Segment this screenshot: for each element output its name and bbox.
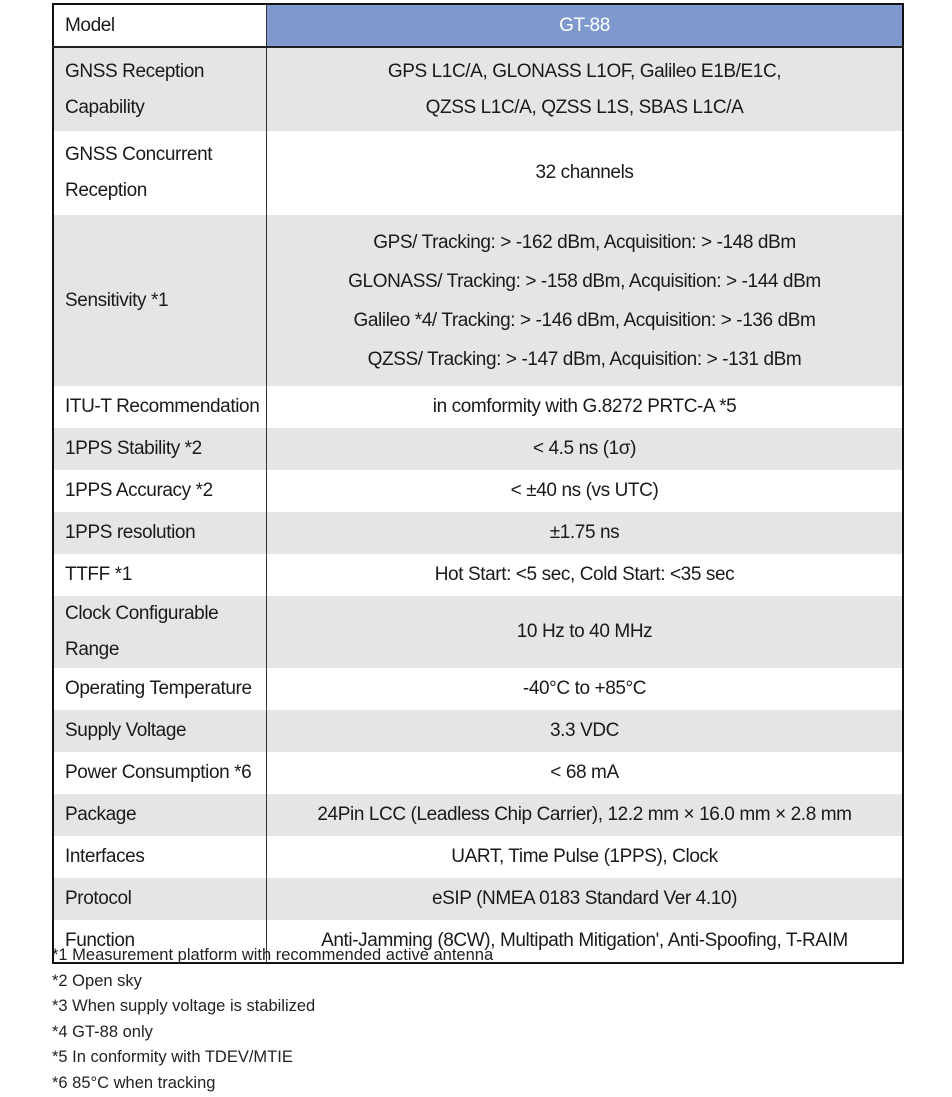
row-value-line: < 4.5 ns (1σ): [532, 438, 637, 459]
row-label: 1PPS resolution: [53, 512, 267, 554]
row-label-line: Operating Temperature: [65, 678, 252, 699]
row-label: Operating Temperature: [53, 668, 267, 710]
row-value-line: GPS/ Tracking: > -162 dBm, Acquisition: …: [373, 231, 796, 253]
row-label: Power Consumption *6: [53, 752, 267, 794]
row-label: 1PPS Stability *2: [53, 428, 267, 470]
row-value-line: Galileo *4/ Tracking: > -146 dBm, Acquis…: [353, 309, 816, 331]
row-value: < ±40 ns (vs UTC): [267, 470, 904, 512]
row-value-line: GLONASS/ Tracking: > -158 dBm, Acquisiti…: [348, 270, 821, 292]
row-label-line: Capability: [65, 96, 145, 118]
footnotes: *1 Measurement platform with recommended…: [52, 943, 493, 1097]
row-value-line: Hot Start: <5 sec, Cold Start: <35 sec: [434, 564, 735, 585]
row-value-line: GPS L1C/A, GLONASS L1OF, Galileo E1B/E1C…: [387, 60, 782, 82]
row-value-line: UART, Time Pulse (1PPS), Clock: [451, 846, 718, 867]
row-value-line: QZSS L1C/A, QZSS L1S, SBAS L1C/A: [425, 96, 744, 118]
row-label: Sensitivity *1: [53, 215, 267, 386]
row-label: Package: [53, 794, 267, 836]
row-label-line: 1PPS Accuracy *2: [65, 480, 213, 501]
row-value-line: -40°C to +85°C: [522, 678, 647, 699]
table-row: Interfaces UART, Time Pulse (1PPS), Clock: [53, 836, 903, 878]
row-label-line: GNSS Reception: [65, 60, 205, 82]
row-value: 3.3 VDC: [266, 710, 903, 752]
row-value-line: 3.3 VDC: [549, 720, 619, 741]
model-name: GT-88: [266, 4, 903, 48]
row-label-line: Power Consumption *6: [65, 762, 252, 783]
row-label-line: Supply Voltage: [65, 720, 187, 741]
table-row: Function Anti-Jamming (8CW), Multipath Mi…: [53, 920, 903, 963]
row-value-line: 10 Hz to 40 MHz: [516, 621, 653, 642]
row-label-line: GNSS Concurrent: [65, 144, 213, 165]
row-label-line: ITU-T Recommendation: [65, 396, 260, 417]
row-label-line: 1PPS Stability *2: [65, 438, 202, 459]
table-row: ITU-T Recommendation in comformity with G…: [53, 386, 903, 428]
row-label-line: Sensitivity *1: [65, 289, 169, 311]
row-value: UART, Time Pulse (1PPS), Clock: [267, 836, 904, 878]
spec-table: Model GT-88 GNSS Reception Capability GPS …: [52, 3, 904, 964]
row-value-line: in comformity with G.8272 PRTC-A *5: [432, 396, 737, 417]
table-row: 1PPS resolution ±1.75 ns: [53, 512, 903, 554]
row-label: Function: [53, 920, 267, 963]
row-value-line: 32 channels: [535, 162, 634, 183]
table-row: Protocol eSIP (NMEA 0183 Standard Ver 4.1…: [53, 878, 903, 920]
row-value: eSIP (NMEA 0183 Standard Ver 4.10): [266, 878, 903, 920]
row-label: 1PPS Accuracy *2: [53, 470, 267, 512]
table-row: TTFF *1 Hot Start: <5 sec, Cold Start: <3…: [53, 554, 903, 596]
footnote: *5 In conformity with TDEV/MTIE: [52, 1048, 293, 1067]
row-value-line: eSIP (NMEA 0183 Standard Ver 4.10): [431, 888, 738, 909]
row-value: GPS/ Tracking: > -162 dBm, Acquisition: …: [266, 215, 903, 386]
header-label: Model: [53, 4, 267, 48]
table-row: GNSS Concurrent Reception 32 channels: [53, 131, 903, 215]
row-label-line: 1PPS resolution: [65, 522, 196, 543]
row-value: in comformity with G.8272 PRTC-A *5: [267, 386, 904, 428]
row-label: Supply Voltage: [53, 710, 267, 752]
row-label-line: Package: [65, 804, 137, 825]
row-value-line: Anti-Jamming (8CW), Multipath Mitigation…: [321, 930, 848, 951]
row-label: TTFF *1: [53, 554, 267, 596]
row-value: 32 channels: [267, 131, 904, 215]
row-value: < 68 mA: [267, 752, 904, 794]
row-label: GNSS Concurrent Reception: [53, 131, 267, 215]
row-value: Anti-Jamming (8CW), Multipath Mitigation…: [267, 920, 904, 963]
footnote: *3 When supply voltage is stabilized: [52, 997, 316, 1016]
table-row: 1PPS Stability *2 < 4.5 ns (1σ): [53, 428, 903, 470]
header-row: Model GT-88: [53, 4, 903, 48]
row-value-line: ±1.75 ns: [549, 522, 620, 543]
row-label: Clock Configurable Range: [53, 596, 267, 668]
footnote: *2 Open sky: [52, 971, 142, 990]
row-label-line: Reception: [65, 180, 147, 201]
row-value: Hot Start: <5 sec, Cold Start: <35 sec: [267, 554, 904, 596]
row-value: -40°C to +85°C: [267, 668, 904, 710]
row-label: Protocol: [53, 878, 267, 920]
row-value: 24Pin LCC (Leadless Chip Carrier), 12.2 …: [266, 794, 903, 836]
row-label-line: TTFF *1: [65, 564, 132, 585]
row-value-line: < 68 mA: [550, 762, 619, 783]
row-label-line: Function: [65, 930, 135, 951]
table-row: Package 24Pin LCC (Leadless Chip Carrier)…: [53, 794, 903, 836]
row-value-line: 24Pin LCC (Leadless Chip Carrier), 12.2 …: [317, 804, 852, 825]
table-row: Supply Voltage 3.3 VDC: [53, 710, 903, 752]
footnote: *1 Measurement platform with recommended…: [52, 946, 494, 964]
row-label: GNSS Reception Capability: [53, 47, 267, 131]
table-row: GNSS Reception Capability GPS L1C/A, GLONA…: [53, 47, 903, 131]
footnote: *6 85°C when tracking: [52, 1073, 216, 1092]
table-row: Operating Temperature -40°C to +85°C: [53, 668, 903, 710]
row-value-line: < ±40 ns (vs UTC): [510, 480, 659, 501]
row-value: 10 Hz to 40 MHz: [266, 596, 903, 668]
table-row: Sensitivity *1 GPS/ Tracking: > -162 dBm,…: [53, 215, 903, 386]
row-label: ITU-T Recommendation: [53, 386, 267, 428]
table-row: Power Consumption *6 < 68 mA: [53, 752, 903, 794]
row-value: GPS L1C/A, GLONASS L1OF, Galileo E1B/E1C…: [266, 47, 903, 131]
row-label-line: Protocol: [65, 888, 132, 909]
row-value-line: QZSS/ Tracking: > -147 dBm, Acquisition:…: [367, 348, 802, 370]
row-label-line: Clock Configurable Range: [65, 603, 219, 660]
footnote: *4 GT-88 only: [52, 1022, 153, 1041]
table-row: Clock Configurable Range 10 Hz to 40 MHz: [53, 596, 903, 668]
row-value: < 4.5 ns (1σ): [266, 428, 903, 470]
row-value: ±1.75 ns: [266, 512, 903, 554]
row-label: Interfaces: [53, 836, 267, 878]
table-row: 1PPS Accuracy *2 < ±40 ns (vs UTC): [53, 470, 903, 512]
row-label-line: Interfaces: [65, 846, 145, 867]
